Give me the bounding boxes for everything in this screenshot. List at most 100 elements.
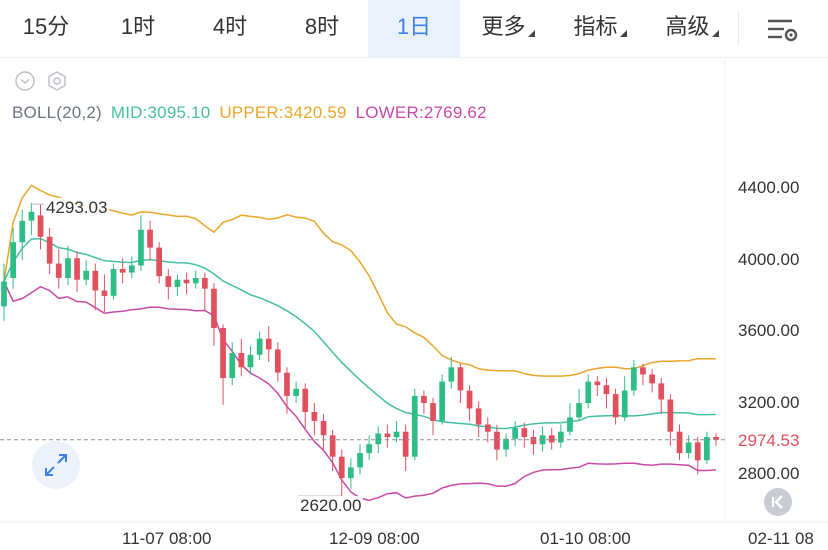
candle-body <box>174 279 181 287</box>
boll-upper-value: UPPER:3420.59 <box>219 103 347 122</box>
collapse-chevron-icon[interactable] <box>14 70 36 92</box>
chart-settings-icon[interactable] <box>762 12 802 46</box>
candle-body <box>457 367 464 391</box>
interval-8h-tab[interactable]: 8时 <box>304 14 340 39</box>
candle-body <box>302 388 309 412</box>
candle-body <box>202 278 208 289</box>
y-axis-label: 3200.00 <box>738 393 800 412</box>
candle-body <box>101 290 108 296</box>
candle-body <box>612 394 619 418</box>
dropdown-triangle-icon <box>619 30 627 37</box>
toolbar-divider <box>738 12 739 46</box>
advanced-menu[interactable]: 高级 <box>646 0 738 58</box>
candle-body <box>411 395 418 457</box>
candle-body <box>393 431 400 438</box>
candle-body <box>512 428 518 439</box>
indicator-menu[interactable]: 指标 <box>554 0 646 58</box>
candle-body <box>28 211 35 221</box>
dropdown-triangle-icon <box>527 30 535 37</box>
candle-body <box>119 269 126 273</box>
candle-body <box>658 383 665 400</box>
candle-body <box>338 456 345 479</box>
indicator-settings-icon[interactable] <box>46 70 68 92</box>
interval-1h-tab[interactable]: 1时 <box>120 14 156 39</box>
candle-body <box>74 258 80 280</box>
candle-body <box>293 388 299 396</box>
candle-body <box>585 381 592 403</box>
candle-body <box>384 433 391 438</box>
candle-body <box>110 269 117 296</box>
candle-body <box>275 349 281 373</box>
candle-body <box>138 229 144 266</box>
candle-body <box>320 420 327 436</box>
x-axis-label: 12-09 08:00 <box>329 529 420 548</box>
candle-body <box>576 403 582 418</box>
candle-body <box>366 444 372 454</box>
candle-body <box>1 281 7 307</box>
skip-back-icon <box>771 495 783 509</box>
boll-mid-value: MID:3095.10 <box>110 103 211 122</box>
more-menu[interactable]: 更多 <box>462 0 554 58</box>
candle-body <box>704 437 710 461</box>
interval-15m-tab[interactable]: 15分 <box>22 14 70 39</box>
dropdown-triangle-icon <box>711 30 719 37</box>
candle-body <box>55 263 62 278</box>
y-axis-label: 4400.00 <box>738 178 800 197</box>
candle-body <box>311 412 318 421</box>
y-axis-label: 2800.00 <box>738 464 800 483</box>
y-axis-label: 3600.00 <box>738 321 800 340</box>
candle-body <box>329 435 336 457</box>
candle-body <box>485 424 491 432</box>
interval-4h-tab[interactable]: 4时 <box>212 14 248 39</box>
x-axis-label: 01-10 08:00 <box>540 529 631 548</box>
more-menu-label: 更多 <box>481 14 526 39</box>
scroll-to-latest-button[interactable] <box>764 488 792 516</box>
low-price-annotation: 2620.00 <box>298 496 364 516</box>
candle-body <box>548 435 555 443</box>
candle-body <box>649 374 655 384</box>
candle-body <box>229 353 236 378</box>
candle-body <box>83 270 89 280</box>
candle-body <box>46 236 53 264</box>
y-axis-label: 4000.00 <box>738 250 800 269</box>
candle-body <box>265 338 272 350</box>
boll-lower-value: LOWER:2769.62 <box>355 103 487 122</box>
candle-body <box>694 442 701 461</box>
candle-body <box>92 270 99 291</box>
candle-body <box>421 395 427 403</box>
indicator-menu-label: 指标 <box>573 14 618 39</box>
candle-body <box>247 354 254 368</box>
high-price-annotation: 4293.03 <box>44 198 110 218</box>
expand-arrows-icon <box>45 454 67 476</box>
interval-1d-tab[interactable]: 1日 <box>368 0 460 58</box>
candle-body <box>10 242 16 278</box>
x-axis-label: 02-11 08 <box>748 529 814 548</box>
candle-body <box>621 390 628 418</box>
candle-body <box>256 338 263 355</box>
candle-body <box>503 438 509 450</box>
candle-body <box>348 467 354 479</box>
candle-body <box>156 247 162 277</box>
candle-body <box>466 390 473 409</box>
candle-body <box>594 381 601 386</box>
candle-body <box>448 367 455 382</box>
candle-body <box>147 229 153 248</box>
candle-body <box>375 433 382 445</box>
fullscreen-button[interactable] <box>32 441 80 489</box>
last-price-tag: 2974.53 <box>729 428 828 454</box>
candle-body <box>211 288 217 328</box>
candle-body <box>439 381 445 421</box>
candle-body <box>65 258 71 278</box>
candle-body <box>603 385 610 395</box>
candle-body <box>667 399 674 432</box>
candle-body <box>192 278 199 284</box>
boll-indicator-legend: BOLL(20,2) MID:3095.10 UPPER:3420.59 LOW… <box>12 103 491 123</box>
boll-upper-line <box>3 184 717 377</box>
candle-body <box>165 276 172 287</box>
candle-body <box>521 428 528 437</box>
candle-body <box>640 367 646 375</box>
advanced-menu-label: 高级 <box>665 14 710 39</box>
candle-body <box>685 442 692 454</box>
boll-name: BOLL(20,2) <box>12 103 102 122</box>
